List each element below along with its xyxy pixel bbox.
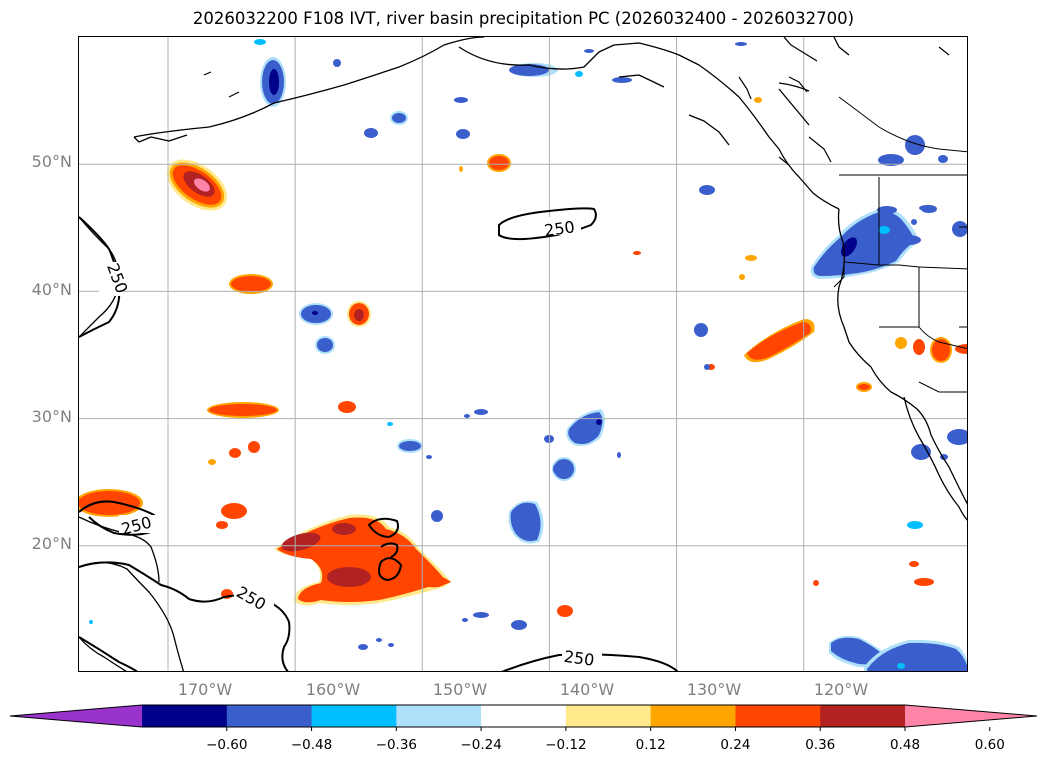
- colorbar-segment: [396, 705, 482, 727]
- positive-region-157w-38n: [347, 301, 371, 327]
- negative-region-140w-30n: [508, 409, 605, 544]
- colorbar-tick-label: 0.48: [889, 737, 921, 753]
- colorbar-outline: [10, 704, 1037, 728]
- negative-region-160w-40n: [299, 303, 335, 354]
- colorbar-extend-min: [10, 705, 142, 727]
- colorbar-segment: [311, 705, 397, 727]
- lon-label-140w: 140°W: [559, 680, 615, 699]
- lon-label-160w: 160°W: [305, 680, 361, 699]
- colorbar-segment: [565, 705, 652, 727]
- islands: [203, 46, 950, 166]
- colorbar-segment: [226, 705, 313, 727]
- colorbar-tick-label: 0.12: [635, 737, 666, 753]
- colorbar-tick-label: −0.24: [460, 737, 502, 753]
- colorbar: [10, 704, 1037, 731]
- ivt-label-south: 250: [233, 582, 269, 614]
- colorbar-tick-label: 0.60: [974, 737, 1005, 753]
- positive-region-177w-23n: [79, 489, 143, 517]
- colorbar-segment: [650, 705, 736, 727]
- lon-label-130w: 130°W: [686, 680, 742, 699]
- lat-label-40n: 40°N: [31, 280, 72, 299]
- graticule: [79, 37, 967, 671]
- colorbar-extend-max: [905, 705, 1037, 727]
- lat-label-20n: 20°N: [31, 534, 72, 553]
- lon-label-150w: 150°W: [432, 680, 488, 699]
- colorbar-tick-label: −0.48: [290, 737, 333, 753]
- colorbar-segment: [481, 705, 567, 727]
- colorbar-tick-label: 0.36: [805, 737, 836, 753]
- map-canvas: 250 250 250 250 250: [79, 37, 967, 671]
- political-borders: [833, 96, 967, 393]
- colorbar-tick-label: −0.36: [375, 737, 418, 753]
- colorbar-segment: [142, 705, 228, 727]
- positive-region-167w-30n: [207, 402, 279, 418]
- negative-region-163w-56n: [260, 57, 286, 107]
- colorbar-tick-label: −0.60: [206, 737, 248, 753]
- positive-region-155w-18n: [274, 514, 451, 606]
- map-title: 2026032200 F108 IVT, river basin precipi…: [192, 9, 855, 28]
- precip-pc-fills: [79, 39, 967, 671]
- lon-label-120w: 120°W: [813, 680, 869, 699]
- colorbar-tick-label: −0.12: [545, 737, 587, 753]
- colorbar-tick-label: 0.24: [720, 737, 751, 753]
- positive-region-small-east: [208, 97, 967, 617]
- ivt-label-north: 250: [543, 217, 576, 240]
- coastlines: [79, 37, 967, 671]
- lat-label-30n: 30°N: [31, 407, 72, 426]
- negative-region-west-coast-45n: [810, 205, 937, 279]
- positive-region-170w-48n: [166, 159, 228, 211]
- map-panel: 250 250 250 250 250: [78, 36, 968, 672]
- positive-region-tail: [409, 573, 451, 588]
- ivt-label-southeast: 250: [563, 647, 596, 670]
- lat-label-50n: 50°N: [31, 152, 72, 171]
- positive-region-131w-30n: [744, 319, 815, 363]
- negative-region-southwest: [829, 429, 967, 671]
- negative-region-rockies-north: [878, 135, 967, 237]
- colorbar-segment: [820, 705, 906, 727]
- negative-region-small-mid: [89, 409, 621, 650]
- positive-region-165w-40n: [229, 274, 273, 294]
- lon-label-170w: 170°W: [177, 680, 233, 699]
- colorbar-segment: [735, 705, 821, 727]
